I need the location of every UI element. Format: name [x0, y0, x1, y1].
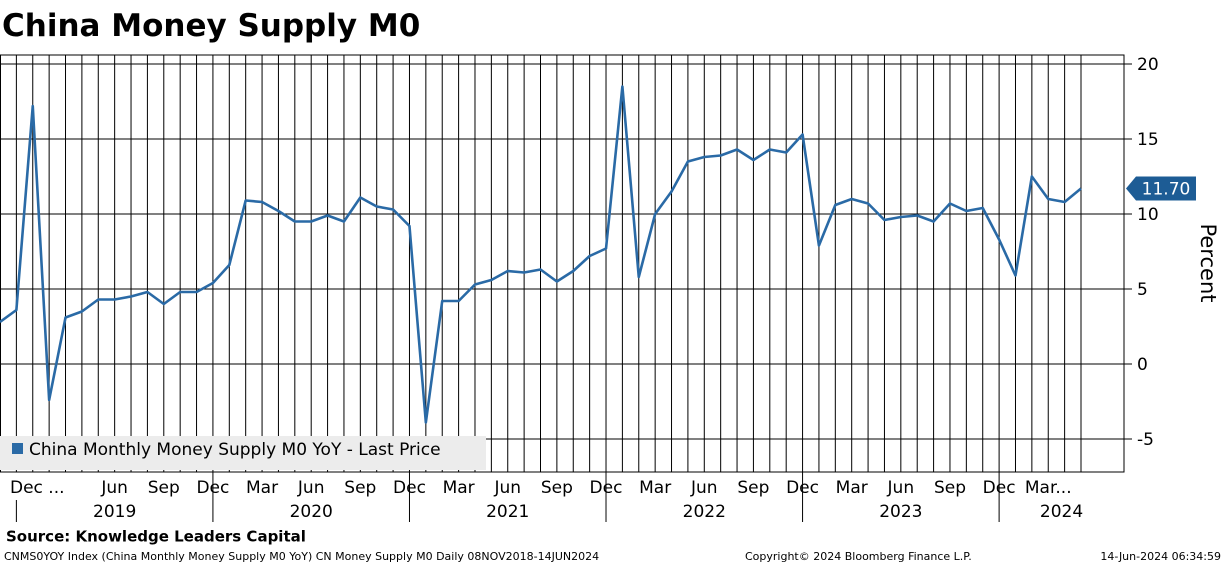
y-tick-label: 20 [1137, 55, 1159, 75]
y-tick-label: 15 [1137, 130, 1159, 150]
x-tick-label: Sep [737, 478, 769, 498]
x-tick-label: Dec ... [10, 478, 65, 498]
last-value-tag [1126, 176, 1196, 201]
x-tick-label: Mar... [1025, 478, 1072, 498]
footer-center: Copyright© 2024 Bloomberg Finance L.P. [745, 550, 972, 563]
x-tick-label: Jun [690, 478, 718, 498]
x-tick-label: Mar [443, 478, 475, 498]
x-tick-label: Jun [100, 478, 128, 498]
y-tick-label: -5 [1137, 430, 1154, 450]
x-tick-label: Jun [493, 478, 521, 498]
y-tick-label: 10 [1137, 205, 1159, 225]
x-tick-label: Jun [887, 478, 915, 498]
year-label: 2020 [290, 502, 333, 522]
year-label: 2022 [683, 502, 726, 522]
y-axis-label: Percent [1196, 223, 1220, 302]
plot-frame [0, 54, 1125, 473]
x-tick-label: Mar [836, 478, 868, 498]
x-tick-label: Jun [297, 478, 325, 498]
x-tick-label: Mar [246, 478, 278, 498]
x-tick-label: Sep [934, 478, 966, 498]
y-tick-label: 0 [1137, 355, 1148, 375]
footer-right: 14-Jun-2024 06:34:59 [1100, 550, 1221, 563]
year-label: 2023 [879, 502, 922, 522]
y-tick-label: 5 [1137, 280, 1148, 300]
x-tick-label: Sep [541, 478, 573, 498]
x-tick-label: Sep [148, 478, 180, 498]
series-line [0, 85, 1082, 424]
year-label: 2021 [486, 502, 529, 522]
year-label: 2024 [1040, 502, 1083, 522]
chart-title: China Money Supply M0 [2, 8, 420, 44]
legend-box [0, 436, 486, 470]
legend-swatch [12, 443, 23, 454]
x-tick-label: Mar [639, 478, 671, 498]
legend-label: China Monthly Money Supply M0 YoY - Last… [29, 440, 441, 460]
source: Source: Knowledge Leaders Capital [6, 528, 306, 546]
footer-left: CNMS0YOY Index (China Monthly Money Supp… [4, 550, 599, 563]
x-tick-label: Sep [344, 478, 376, 498]
year-label: 2019 [93, 502, 136, 522]
last-value-label: 11.70 [1142, 180, 1191, 200]
